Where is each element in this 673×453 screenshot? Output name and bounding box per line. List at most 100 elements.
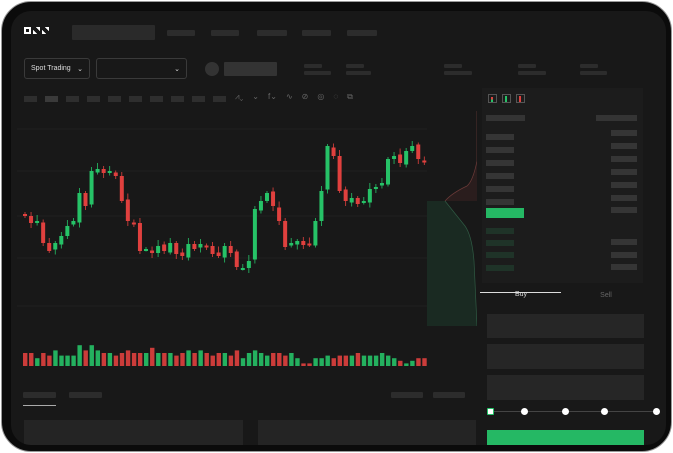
okx-logo[interactable] xyxy=(24,27,49,34)
nav-item[interactable] xyxy=(302,30,331,36)
brush-icon[interactable]: ⊘ xyxy=(301,92,309,101)
ask-amount xyxy=(611,156,637,162)
candle-body xyxy=(107,171,112,173)
volume-bar xyxy=(283,355,288,366)
timeframe-button[interactable] xyxy=(213,96,226,102)
timeframe-button[interactable] xyxy=(66,96,79,102)
volume-bar xyxy=(174,355,179,366)
chevron-down-icon: ⌄ xyxy=(77,65,83,73)
amount-input[interactable] xyxy=(487,344,644,369)
volume-bar xyxy=(107,353,113,366)
candle-body xyxy=(125,199,130,221)
ask-amount xyxy=(611,182,637,188)
ask-amount xyxy=(611,169,637,175)
candle-body xyxy=(150,250,155,253)
candle-body xyxy=(246,261,251,268)
volume-bar xyxy=(77,345,82,366)
settings-icon[interactable]: ◎ xyxy=(317,92,325,101)
camera-icon[interactable]: ◌ xyxy=(333,92,339,101)
slider-handle[interactable] xyxy=(487,408,494,415)
tab-buy[interactable]: Buy xyxy=(514,291,528,298)
nav-item[interactable] xyxy=(257,30,287,36)
candle-body xyxy=(228,246,233,253)
nav-item[interactable] xyxy=(347,30,377,36)
candlestick-chart[interactable] xyxy=(17,111,427,371)
orderbook-both-icon[interactable] xyxy=(488,94,497,103)
orderbook-bids-icon[interactable] xyxy=(502,94,511,103)
volume-bar xyxy=(210,355,215,366)
slider-mark-75[interactable] xyxy=(601,408,608,415)
bid-amount xyxy=(611,264,637,270)
volume-bar xyxy=(240,358,246,366)
candle-body xyxy=(204,245,209,248)
candle-body xyxy=(216,252,221,256)
volume-bar xyxy=(234,350,240,366)
candle-body xyxy=(361,201,366,203)
stat-label xyxy=(346,64,364,68)
timeframe-button[interactable] xyxy=(45,96,58,102)
orderbook-asks-icon[interactable] xyxy=(516,94,525,103)
price-input[interactable] xyxy=(487,314,644,338)
volume-bar xyxy=(198,350,203,366)
candle-body xyxy=(410,146,415,151)
candle-body xyxy=(59,236,64,245)
volume-bar xyxy=(258,353,264,366)
bid-price xyxy=(486,228,514,234)
candle-body xyxy=(283,221,288,247)
timeframe-button[interactable] xyxy=(108,96,121,102)
timeframe-button[interactable] xyxy=(87,96,100,102)
timeframe-button[interactable] xyxy=(171,96,184,102)
volume-bar xyxy=(131,353,137,366)
spot-trading-dropdown[interactable]: Spot Trading ⌄ xyxy=(24,58,90,79)
candle-body xyxy=(210,246,215,254)
volume-bar xyxy=(119,353,125,366)
candle-body xyxy=(416,144,421,159)
tab-order-history[interactable] xyxy=(69,392,102,398)
timeframe-button[interactable] xyxy=(192,96,205,102)
filter-button[interactable] xyxy=(433,392,465,398)
formula-icon[interactable]: f⌄ xyxy=(268,92,277,101)
candle-body xyxy=(41,222,46,243)
line-tool-icon[interactable]: ∿ xyxy=(285,92,293,101)
volume-bar xyxy=(216,353,221,366)
candle-body xyxy=(277,207,282,221)
candle-body xyxy=(35,221,40,223)
slider-mark-50[interactable] xyxy=(562,408,569,415)
nav-item[interactable] xyxy=(167,30,195,36)
candle-body xyxy=(349,198,354,203)
pair-dropdown[interactable]: ⌄ xyxy=(96,58,187,79)
volume-bar xyxy=(367,355,373,366)
candle-body xyxy=(252,209,257,260)
nav-item[interactable] xyxy=(211,30,239,36)
buy-button[interactable] xyxy=(487,430,644,445)
timeframe-button[interactable] xyxy=(24,96,37,102)
tab-open-orders[interactable] xyxy=(23,392,56,398)
indicator-icon[interactable]: ⩘⌄ xyxy=(235,92,244,101)
active-tab-indicator xyxy=(23,405,56,406)
timeframe-button[interactable] xyxy=(129,96,142,102)
stat-value xyxy=(346,71,371,75)
candle-body xyxy=(83,193,88,206)
volume-bar xyxy=(343,355,349,366)
volume-bar xyxy=(228,355,234,366)
slider-mark-25[interactable] xyxy=(521,408,528,415)
search-bar[interactable] xyxy=(72,25,155,40)
volume-bar xyxy=(47,355,52,366)
candle-body xyxy=(180,252,185,256)
candle-body xyxy=(422,160,427,163)
fullscreen-icon[interactable]: ⧉ xyxy=(347,92,353,101)
orders-panel xyxy=(258,420,476,445)
chevron-down-icon: ⌄ xyxy=(174,65,180,73)
tab-sell[interactable]: Sell xyxy=(600,292,612,299)
volume-bar xyxy=(137,353,143,366)
timeframe-button[interactable] xyxy=(150,96,163,102)
drawing-icon[interactable]: ⌄ xyxy=(252,92,259,101)
ask-price xyxy=(486,199,514,205)
filter-button[interactable] xyxy=(391,392,423,398)
candle-body xyxy=(137,223,142,251)
total-input[interactable] xyxy=(487,375,644,400)
slider-mark-100[interactable] xyxy=(653,408,660,415)
ask-price xyxy=(486,186,514,192)
amount-slider[interactable] xyxy=(489,411,657,412)
